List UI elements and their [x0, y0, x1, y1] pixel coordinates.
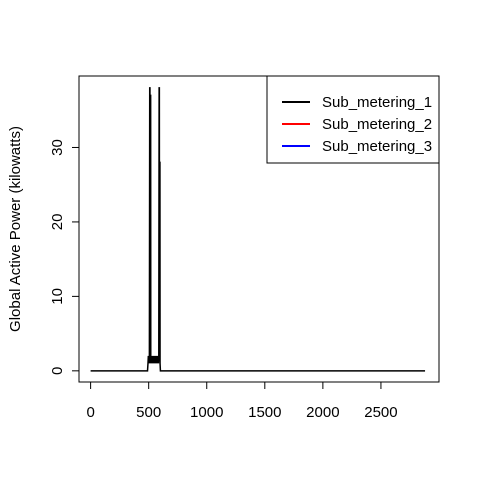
x-axis: 0 500 1000 1500 2000 2500 [86, 381, 398, 421]
series-layer [90, 87, 426, 372]
x-tick-label: 500 [136, 404, 161, 421]
legend-box [266, 75, 440, 164]
legend: Sub_metering_1 Sub_metering_2 Sub_metering… [266, 75, 440, 164]
legend-label: Sub_metering_1 [322, 94, 432, 111]
y-axis-title: Global Active Power (kilowatts) [7, 126, 24, 332]
x-tick-label: 1000 [190, 404, 223, 421]
legend-label: Sub_metering_2 [322, 116, 432, 133]
legend-label: Sub_metering_3 [322, 138, 432, 155]
y-tick-label: 0 [49, 367, 66, 375]
y-tick-label: 10 [49, 288, 66, 305]
series-line-1 [90, 87, 426, 372]
y-tick-label: 20 [49, 214, 66, 231]
x-tick-label: 1500 [248, 404, 281, 421]
x-tick-label: 2000 [306, 404, 339, 421]
x-tick-label: 2500 [364, 404, 397, 421]
y-tick-label: 30 [49, 139, 66, 156]
x-tick-label: 0 [86, 404, 94, 421]
y-axis: 0 10 20 30 [49, 139, 80, 375]
